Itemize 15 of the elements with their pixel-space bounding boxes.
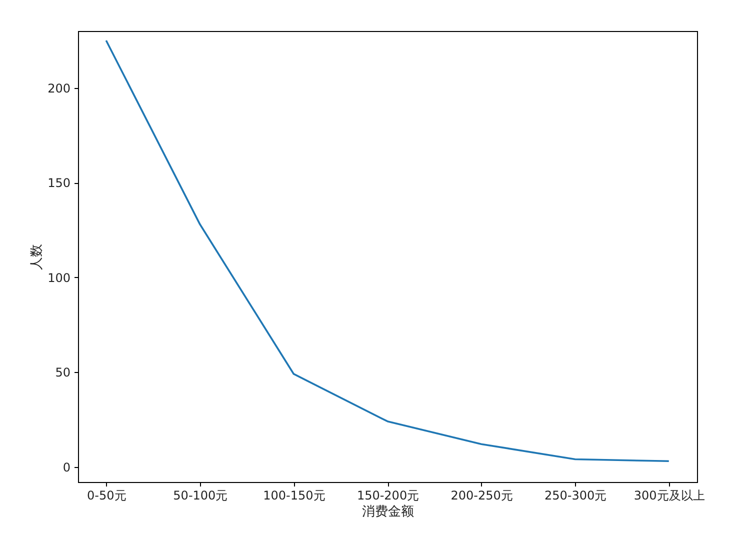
y-tick-label: 100 xyxy=(48,270,70,285)
x-tick-label: 300元及以上 xyxy=(634,488,705,502)
y-tick-label: 150 xyxy=(48,176,70,190)
x-tick-label: 100-150元 xyxy=(263,488,326,502)
y-tick-label: 0 xyxy=(62,460,70,474)
x-tick-label: 0-50元 xyxy=(87,488,126,502)
x-tick-label: 50-100元 xyxy=(173,488,228,502)
x-tick-label: 200-250元 xyxy=(450,488,513,502)
x-axis-title: 消费金额 xyxy=(362,504,414,520)
y-tick-label: 50 xyxy=(55,366,70,380)
x-tick-label: 150-200元 xyxy=(356,488,420,502)
y-axis-title: 人数 xyxy=(30,244,45,270)
y-tick-label: 200 xyxy=(48,81,70,96)
x-tick-label: 250-300元 xyxy=(544,488,607,502)
line-series xyxy=(105,40,670,462)
